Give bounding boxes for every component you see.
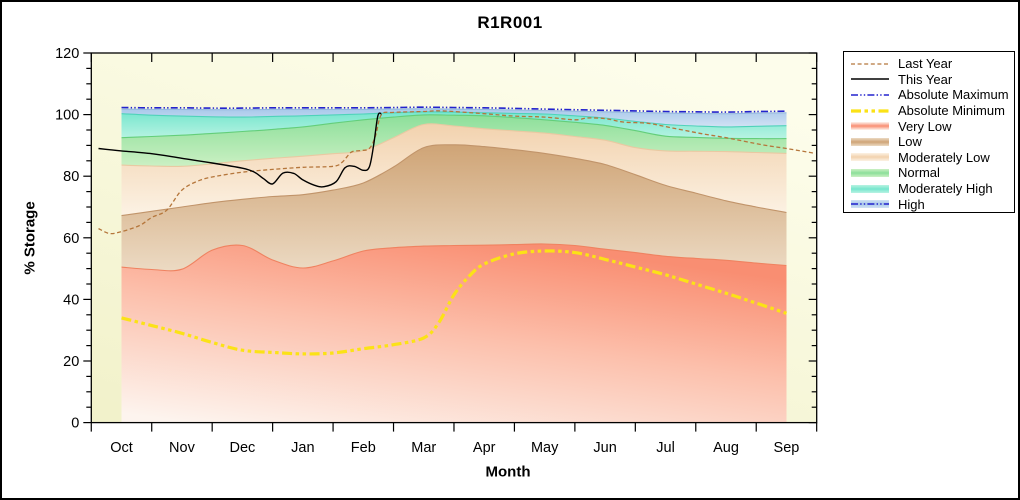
legend-sample-last-year [850, 58, 890, 70]
y-tick-label: 120 [55, 46, 79, 62]
legend-item-absolute-minimum: Absolute Minimum [850, 103, 1014, 119]
y-tick-label: 80 [63, 169, 79, 185]
legend-sample-absolute-minimum [850, 105, 890, 117]
legend-item-moderately-high: Moderately High [850, 181, 1014, 197]
legend-item-very-low: Very Low [850, 118, 1014, 134]
legend-sample-moderately-low [850, 151, 890, 163]
x-tick-label: Jul [656, 440, 675, 456]
legend-item-high: High [850, 196, 1014, 212]
legend-sample-absolute-maximum [850, 89, 890, 101]
x-tick-label: Apr [473, 440, 496, 456]
x-tick-label: Mar [411, 440, 436, 456]
y-axis-title: % Storage [21, 201, 39, 275]
last-year-line [98, 110, 814, 235]
band-low [121, 144, 787, 271]
legend-label-this-year: This Year [898, 71, 953, 87]
legend-label-absolute-minimum: Absolute Minimum [898, 103, 1005, 119]
legend-label-normal: Normal [898, 165, 940, 181]
x-tick-label: Aug [713, 440, 739, 456]
legend-label-last-year: Last Year [898, 56, 953, 72]
legend-item-this-year: This Year [850, 72, 1014, 88]
x-tick-label: Feb [351, 440, 376, 456]
y-tick-label: 20 [63, 354, 79, 370]
x-tick-label: Oct [110, 440, 133, 456]
legend-label-very-low: Very Low [898, 118, 952, 134]
legend-label-moderately-high: Moderately High [898, 181, 993, 197]
absolute-minimum-line [121, 249, 788, 356]
legend-sample-normal [850, 167, 890, 179]
chart-title: R1R001 [477, 13, 543, 32]
band-edge-high [121, 108, 787, 115]
x-tick-label: Dec [230, 440, 256, 456]
legend-sample-this-year [850, 73, 890, 85]
this-year-line [98, 112, 382, 188]
legend-item-absolute-maximum: Absolute Maximum [850, 87, 1014, 103]
legend-sample-very-low [850, 120, 890, 132]
x-tick-label: May [531, 440, 559, 456]
legend-box: Last Year This Year Absolute Maximum Absolu… [843, 51, 1015, 213]
band-edge-normal [121, 114, 787, 140]
x-tick-label: Sep [774, 440, 800, 456]
legend-item-normal: Normal [850, 165, 1014, 181]
band-moderately-low [121, 123, 787, 216]
legend-label-moderately-low: Moderately Low [898, 149, 990, 165]
y-tick-label: 60 [63, 231, 79, 247]
legend-label-low: Low [898, 134, 922, 150]
legend-item-last-year: Last Year [850, 56, 1014, 72]
x-tick-label: Nov [169, 440, 196, 456]
legend-sample-high [850, 198, 890, 210]
band-edge-very-low [121, 243, 787, 272]
legend-item-low: Low [850, 134, 1014, 150]
y-tick-label: 40 [63, 292, 79, 308]
y-tick-label: 0 [71, 416, 79, 432]
legend-sample-moderately-high [850, 183, 890, 195]
band-edge-moderately-low [121, 123, 787, 167]
x-tick-label: Jun [593, 440, 616, 456]
band-moderately-high [121, 111, 787, 139]
band-normal [121, 114, 787, 167]
bands-group [98, 106, 814, 423]
absolute-maximum-line [121, 106, 787, 113]
band-edge-moderately-high [121, 111, 787, 128]
legend-label-high: High [898, 196, 925, 212]
legend-item-moderately-low: Moderately Low [850, 150, 1014, 166]
y-tick-label: 100 [55, 108, 79, 124]
legend-sample-low [850, 136, 890, 148]
legend-label-absolute-maximum: Absolute Maximum [898, 87, 1009, 103]
x-axis-title: Month [485, 463, 531, 481]
band-edge-low [121, 144, 787, 217]
band-high [121, 108, 787, 127]
x-tick-label: Jan [291, 440, 314, 456]
band-very-low [121, 243, 787, 423]
